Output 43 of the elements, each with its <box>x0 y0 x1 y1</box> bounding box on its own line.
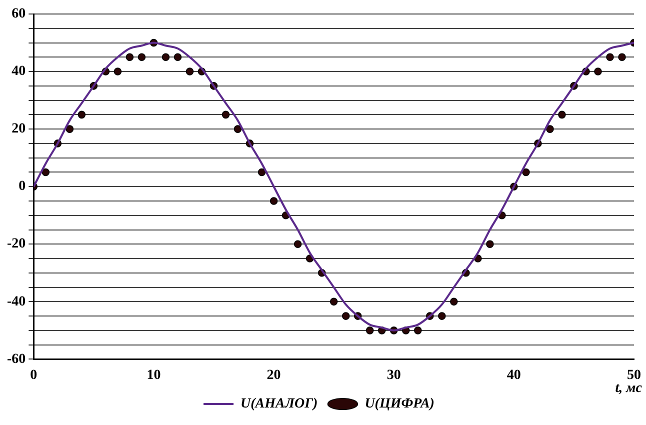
x-tick-label: 20 <box>266 368 281 384</box>
point <box>366 326 374 334</box>
point <box>42 168 50 176</box>
point <box>330 298 338 306</box>
point <box>174 53 182 62</box>
point <box>438 312 446 320</box>
y-tick-label: -60 <box>6 352 26 367</box>
point <box>138 53 146 62</box>
point <box>450 298 458 306</box>
point <box>114 68 122 76</box>
y-tick-label: 0 <box>18 179 26 194</box>
point <box>486 240 494 248</box>
x-tick-label: 0 <box>30 368 38 384</box>
x-tick-label: 30 <box>386 368 401 384</box>
point <box>414 326 422 334</box>
y-tick-label: 60 <box>12 6 26 22</box>
x-tick-label: 10 <box>146 368 161 384</box>
point <box>78 110 86 119</box>
y-tick-label: -20 <box>6 236 26 252</box>
legend-label: U(АНАЛОГ) <box>240 396 318 412</box>
point <box>546 125 554 133</box>
point <box>162 53 170 62</box>
point <box>126 53 134 62</box>
x-tick-label: 50 <box>627 368 641 384</box>
point <box>606 53 614 62</box>
point <box>258 168 266 176</box>
x-axis-title: t, мс <box>615 380 643 396</box>
point <box>522 168 530 176</box>
point <box>222 110 230 119</box>
legend-label: U(ЦИФРА) <box>364 396 434 412</box>
point <box>270 197 278 205</box>
x-tick-label: 40 <box>506 368 521 384</box>
y-tick-label: 40 <box>12 64 26 80</box>
y-tick-label: 20 <box>12 122 26 137</box>
point <box>294 240 302 248</box>
point <box>618 53 626 62</box>
y-tick-label: -40 <box>6 294 26 310</box>
point <box>234 125 242 133</box>
point <box>342 312 350 320</box>
point <box>66 125 74 133</box>
point <box>186 68 194 76</box>
point <box>558 110 566 119</box>
point <box>594 68 602 76</box>
